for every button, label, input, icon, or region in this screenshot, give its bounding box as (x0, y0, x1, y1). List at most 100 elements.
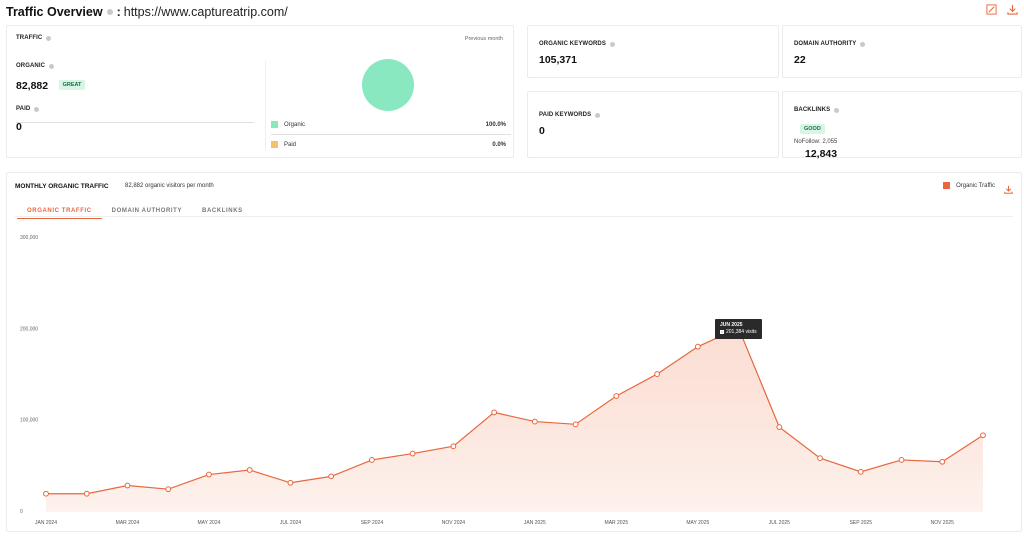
y-tick-label: 100,000 (20, 418, 38, 424)
x-tick-label: JAN 2025 (524, 520, 546, 526)
domain-authority-label: DOMAIN AUTHORITY (794, 41, 869, 47)
divider (16, 122, 254, 123)
legend-pct: 100.0% (485, 121, 506, 128)
x-tick-label: MAY 2025 (686, 520, 709, 526)
organic-keywords-value: 105,371 (539, 54, 577, 66)
download-icon[interactable] (1007, 4, 1018, 15)
paid-value: 0 (16, 121, 22, 133)
series-area (46, 328, 983, 512)
data-point (83, 490, 90, 497)
y-tick-label: 0 (20, 509, 23, 515)
data-point (124, 482, 131, 489)
organic-value-row: 82,882 GREAT (16, 76, 86, 94)
title-separator: : (116, 5, 121, 19)
x-tick-label: MAY 2024 (198, 520, 221, 526)
backlinks-badge: GOOD (800, 123, 825, 134)
x-tick-label: JUL 2025 (769, 520, 790, 526)
data-point (654, 371, 660, 377)
monthly-subtitle: 82,882 organic visitors per month (125, 183, 214, 189)
data-point (817, 455, 823, 462)
chart-tabs: ORGANIC TRAFFIC DOMAIN AUTHORITY BACKLIN… (17, 206, 253, 219)
tab-domain-authority[interactable]: DOMAIN AUTHORITY (111, 208, 183, 214)
page-title: Traffic Overview (6, 5, 103, 19)
monthly-traffic-card: MONTHLY ORGANIC TRAFFIC 82,882 organic v… (6, 172, 1022, 532)
monthly-title: MONTHLY ORGANIC TRAFFIC (15, 183, 109, 190)
organic-value: 82,882 (16, 80, 49, 92)
traffic-label: TRAFFIC (16, 35, 55, 41)
traffic-pie-chart[interactable] (362, 59, 414, 111)
tab-backlinks[interactable]: BACKLINKS (202, 208, 243, 214)
data-point (369, 457, 375, 463)
backlinks-card: BACKLINKS 12,843 GOOD NoFollow: 2,055 (782, 91, 1022, 160)
tooltip-swatch (720, 329, 724, 334)
info-icon[interactable] (834, 107, 840, 113)
info-icon[interactable] (46, 35, 52, 41)
backlinks-value-row: 12,843 GOOD (794, 120, 837, 160)
x-tick-label: NOV 2024 (442, 520, 466, 526)
legend-label: Organic (284, 121, 306, 128)
legend-pct: 0.0% (492, 141, 506, 148)
domain-url: https://www.captureatrip.com/ (123, 5, 288, 19)
organic-label: ORGANIC (16, 63, 58, 69)
paid-keywords-card: PAID KEYWORDS 0 (527, 91, 779, 158)
data-point (287, 479, 294, 486)
chart-tooltip: JUN 2025 201,384 visits (715, 319, 762, 339)
data-point (450, 443, 457, 450)
x-tick-label: JUL 2024 (280, 520, 301, 526)
paid-keywords-value: 0 (539, 125, 545, 137)
legend-swatch (271, 141, 278, 148)
data-point (491, 409, 498, 416)
traffic-card: TRAFFIC Previous month ORGANIC 82,882 GR… (6, 25, 514, 158)
data-point (246, 467, 253, 473)
x-tick-label: MAR 2024 (116, 520, 140, 526)
paid-keywords-label: PAID KEYWORDS (539, 112, 604, 118)
info-icon[interactable] (595, 112, 601, 118)
paid-label: PAID (16, 106, 43, 112)
edit-icon[interactable] (986, 4, 997, 15)
info-icon[interactable] (49, 63, 55, 69)
divider (271, 134, 511, 135)
legend-organic: Organic 100.0% (271, 121, 506, 128)
data-point (613, 393, 620, 399)
legend-swatch (943, 182, 951, 189)
data-point (43, 490, 49, 497)
previous-month-label: Previous month (464, 36, 503, 42)
download-icon[interactable] (1004, 181, 1013, 199)
organic-traffic-chart[interactable]: 0 100,000 200,000 300,000 JAN 2024 MAR 2024 MA… (7, 173, 1021, 531)
x-tick-label: MAR 2025 (605, 520, 629, 526)
data-point (776, 424, 783, 430)
legend-label: Organic Traffic (956, 182, 995, 189)
divider (265, 61, 266, 151)
organic-badge: GREAT (58, 79, 86, 90)
organic-keywords-card: ORGANIC KEYWORDS 105,371 (527, 25, 779, 78)
header-actions (986, 4, 1018, 15)
data-point (531, 418, 538, 425)
x-tick-label: SEP 2024 (361, 520, 384, 526)
tab-organic-traffic[interactable]: ORGANIC TRAFFIC (17, 206, 102, 219)
nofollow-text: NoFollow: 2,055 (794, 139, 838, 145)
data-point (328, 473, 335, 480)
info-icon[interactable] (34, 106, 40, 112)
y-tick-label: 200,000 (20, 326, 38, 332)
series-line (46, 327, 984, 495)
chart-legend[interactable]: Organic Traffic (943, 182, 995, 189)
info-icon[interactable] (609, 41, 615, 47)
domain-authority-value: 22 (794, 54, 806, 66)
data-point (206, 471, 212, 478)
data-point (857, 468, 864, 475)
data-point (980, 432, 986, 439)
info-icon[interactable] (106, 9, 113, 15)
divider (15, 216, 1013, 217)
legend-swatch (271, 121, 278, 128)
domain-authority-card: DOMAIN AUTHORITY 22 (782, 25, 1022, 78)
x-tick-label: JAN 2024 (35, 520, 57, 526)
x-tick-label: NOV 2025 (931, 520, 955, 526)
x-tick-label: SEP 2025 (850, 520, 873, 526)
info-icon[interactable] (860, 41, 866, 47)
data-point (572, 421, 579, 428)
legend-label: Paid (284, 141, 297, 148)
data-point (165, 486, 172, 493)
data-point (694, 343, 701, 350)
page-header: Traffic Overview : https://www.captureat… (6, 3, 288, 21)
data-point (898, 457, 905, 463)
